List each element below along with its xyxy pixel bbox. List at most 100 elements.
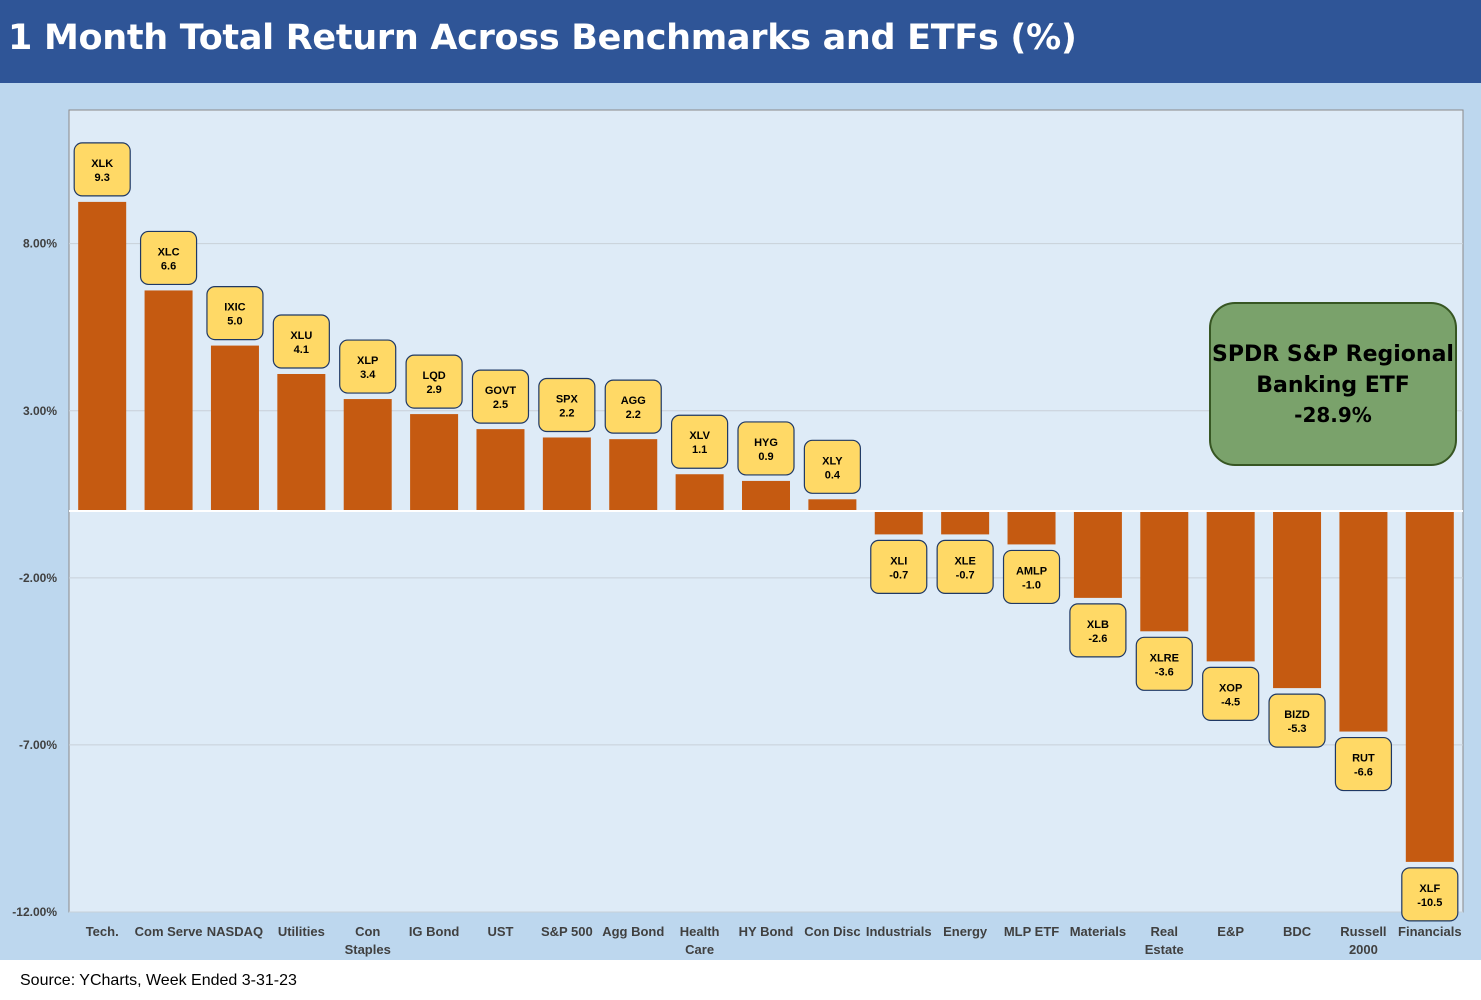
ticker-label: AGG [621, 395, 646, 407]
ticker-label: HYG [754, 437, 778, 449]
x-tick-label: Energy [943, 924, 988, 939]
value-label: 3.4 [360, 369, 376, 381]
data-label-box [405, 354, 463, 409]
callout-line-2: Banking ETF [1256, 373, 1410, 398]
data-label-box [139, 230, 198, 286]
x-tick-label: Staples [345, 942, 391, 957]
bar [1140, 511, 1189, 632]
bar [742, 480, 790, 511]
chart-area: 8.00% 3.00% -2.00% -7.00% -12.00% XLK 9.3 Tech.… [0, 83, 1481, 960]
value-label: -0.7 [956, 569, 975, 581]
bar [277, 373, 326, 511]
data-label-box [206, 285, 264, 341]
x-tick-label: Health [680, 924, 720, 939]
data-label-box [1135, 636, 1193, 691]
value-label: -5.3 [1288, 723, 1307, 735]
bar [874, 511, 923, 535]
callout-line-1: SPDR S&P Regional [1212, 342, 1454, 367]
x-tick-label: UST [487, 924, 513, 939]
ticker-label: RUT [1352, 753, 1375, 765]
value-label: 0.4 [825, 469, 841, 481]
ticker-label: XLK [91, 158, 113, 170]
value-label: 2.9 [426, 384, 441, 396]
ticker-label: XLB [1087, 619, 1109, 631]
x-tick-label: Tech. [86, 924, 119, 939]
data-label-box [1202, 666, 1260, 721]
x-tick-label: Real [1151, 924, 1178, 939]
bar [609, 439, 658, 511]
bar [1007, 511, 1056, 545]
x-tick-label: Financials [1398, 924, 1462, 939]
ticker-label: GOVT [485, 385, 516, 397]
ticker-label: XLE [954, 555, 975, 567]
ticker-label: XLI [890, 555, 907, 567]
value-label: 5.0 [227, 316, 242, 328]
value-label: 1.1 [692, 444, 707, 456]
value-label: 0.9 [758, 451, 773, 463]
bar [1339, 511, 1388, 732]
data-label-box [272, 314, 330, 369]
value-label: -1.0 [1022, 579, 1041, 591]
value-label: -0.7 [889, 569, 908, 581]
bar [343, 399, 392, 511]
ticker-label: SPX [556, 393, 579, 405]
y-tick-label: -7.00% [19, 738, 57, 752]
value-label: 9.3 [95, 172, 110, 184]
x-tick-label: MLP ETF [1004, 924, 1059, 939]
data-label-box [1069, 603, 1127, 658]
x-tick-label: Russell [1340, 924, 1386, 939]
bar [542, 437, 591, 511]
value-label: 2.2 [626, 409, 641, 421]
data-label-box [803, 439, 861, 494]
bar [210, 345, 259, 511]
bar-chart: 8.00% 3.00% -2.00% -7.00% -12.00% XLK 9.3 Tech.… [12, 109, 1464, 957]
x-tick-label: Agg Bond [602, 924, 664, 939]
regional-banking-callout: SPDR S&P Regional Banking ETF -28.9% [1209, 302, 1457, 466]
data-label-box [73, 142, 131, 197]
bar [808, 499, 857, 511]
x-tick-label: Industrials [866, 924, 932, 939]
data-label-box [671, 414, 729, 469]
y-tick-label: 8.00% [23, 237, 57, 251]
bar [476, 429, 525, 511]
x-tick-label: E&P [1217, 924, 1244, 939]
x-tick-label: Com Serve [135, 924, 203, 939]
value-label: -4.5 [1221, 696, 1240, 708]
x-tick-label: Con Disc [804, 924, 860, 939]
x-tick-label: NASDAQ [207, 924, 263, 939]
bar [1206, 511, 1255, 662]
value-label: -6.6 [1354, 767, 1373, 779]
ticker-label: XLF [1419, 883, 1440, 895]
data-label-box [1268, 693, 1326, 748]
bar [675, 474, 724, 511]
ticker-label: XLC [158, 246, 180, 258]
x-tick-label: 2000 [1349, 942, 1378, 957]
x-tick-label: Materials [1070, 924, 1126, 939]
y-tick-label: -2.00% [19, 571, 57, 585]
x-tick-label: Utilities [278, 924, 325, 939]
ticker-label: XLU [290, 330, 312, 342]
bar [78, 201, 127, 511]
ticker-label: XLP [357, 355, 378, 367]
bar [144, 290, 193, 511]
data-label-box [936, 539, 994, 594]
callout-value: -28.9% [1294, 403, 1372, 427]
ticker-label: BIZD [1284, 709, 1310, 721]
data-label-box [1002, 549, 1061, 605]
bar [1405, 511, 1454, 862]
ticker-label: LQD [422, 370, 445, 382]
source-note: Source: YCharts, Week Ended 3-31-23 [20, 972, 297, 989]
x-tick-label: IG Bond [409, 924, 460, 939]
ticker-label: AMLP [1016, 565, 1047, 577]
bar [1073, 511, 1122, 598]
y-tick-label: -12.00% [12, 905, 57, 919]
y-tick-label: 3.00% [23, 404, 57, 418]
value-label: 2.5 [493, 399, 508, 411]
value-label: 2.2 [559, 407, 574, 419]
ticker-label: IXIC [224, 302, 245, 314]
value-label: 6.6 [161, 260, 176, 272]
header-bar: 1 Month Total Return Across Benchmarks a… [0, 0, 1481, 83]
data-label-box [339, 339, 397, 394]
x-tick-label: HY Bond [739, 924, 794, 939]
x-tick-label: S&P 500 [541, 924, 593, 939]
